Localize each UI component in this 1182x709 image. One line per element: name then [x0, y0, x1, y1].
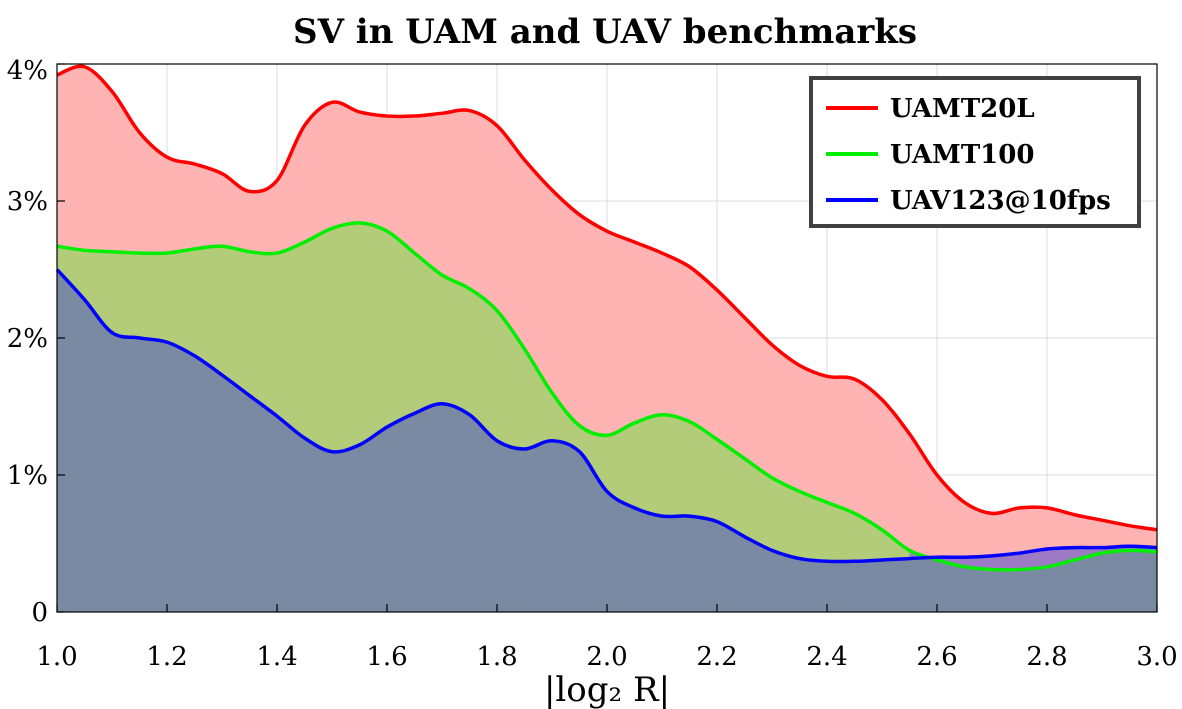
x-tick-label: 2.0 [586, 642, 627, 672]
x-axis-label: |log₂ R| [544, 670, 670, 709]
legend: UAMT20L UAMT100 UAV123@10fps [809, 76, 1141, 228]
y-axis-ticks: 0 1% 2% 3% 4% [7, 56, 65, 628]
x-tick-label: 2.6 [916, 642, 957, 672]
x-tick-label: 1.0 [36, 642, 77, 672]
x-tick-label: 2.8 [1026, 642, 1067, 672]
area-fills [57, 66, 1157, 612]
series-line-uamt100 [56, 221, 1158, 572]
x-tick-label: 1.2 [146, 642, 187, 672]
series-line-uamt20l [56, 64, 1158, 532]
x-tick-label: 2.4 [806, 642, 847, 672]
area-fill-uav123-10fps [57, 269, 1157, 612]
x-tick-label: 1.8 [476, 642, 517, 672]
chart-title: SV in UAM and UAV benchmarks [293, 12, 917, 52]
series-line-uav123-10fps [55, 268, 1158, 564]
x-tick-label: 3.0 [1136, 642, 1177, 672]
legend-label: UAMT20L [890, 94, 1035, 124]
x-tick-label: 1.4 [256, 642, 297, 672]
y-tick-label: 2% [7, 324, 48, 354]
series-lines [55, 64, 1158, 572]
y-tick-label: 4% [7, 56, 48, 86]
legend-label: UAV123@10fps [890, 186, 1111, 216]
x-tick-label: 2.2 [696, 642, 737, 672]
legend-label: UAMT100 [890, 140, 1034, 170]
x-tick-label: 1.6 [366, 642, 407, 672]
overlap-fill [909, 546, 1157, 570]
y-tick-label: 1% [7, 461, 48, 491]
y-tick-label: 0 [31, 598, 48, 628]
x-axis-ticks: 1.0 1.2 1.4 1.6 1.8 2.0 2.2 2.4 2.6 2.8 3.0 [36, 604, 1178, 672]
y-tick-label: 3% [7, 187, 48, 217]
